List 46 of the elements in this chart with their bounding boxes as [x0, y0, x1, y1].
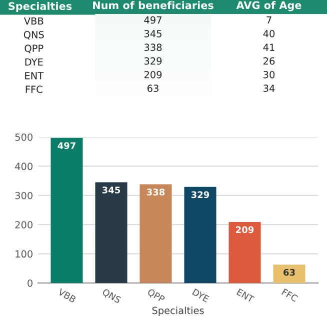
y-tick-label: 500	[15, 133, 32, 141]
data-label: 41	[263, 44, 274, 51]
x-axis-title: Specialties	[152, 306, 204, 316]
y-tick-label: ENT	[25, 72, 44, 80]
bar	[95, 182, 128, 283]
y-tick-label: FFC	[26, 86, 42, 93]
data-label: 329	[191, 191, 210, 198]
y-tick-label: DYE	[25, 58, 43, 66]
x-tick-label: ENT	[236, 288, 255, 303]
y-tick-label: 300	[15, 192, 32, 200]
bar	[273, 264, 306, 283]
x-tick-label: AVG of Age	[236, 1, 302, 12]
data-label: 34	[264, 84, 275, 92]
y-tick-label: 200	[15, 221, 32, 228]
bar	[50, 138, 83, 283]
data-label: 209	[236, 226, 254, 234]
data-label: 338	[144, 44, 162, 51]
bar	[184, 186, 216, 283]
y-tick-label: 400	[15, 162, 32, 170]
data-label: 345	[102, 186, 120, 194]
data-label: 40	[263, 30, 275, 38]
x-tick-label: FFC	[281, 288, 298, 302]
x-tick-label: QPP	[146, 288, 166, 304]
data-label: 329	[144, 57, 162, 65]
x-tick-label: Num of beneficiaries	[93, 1, 214, 10]
data-label: 30	[264, 70, 275, 78]
y-tick-label: 0	[28, 279, 32, 287]
data-label: 345	[144, 30, 162, 38]
data-label: 497	[144, 16, 162, 24]
data-label: 497	[58, 142, 76, 150]
data-label: 338	[146, 188, 165, 196]
y-tick-label: 100	[16, 250, 32, 258]
bar	[228, 222, 261, 283]
bar	[140, 184, 172, 283]
y-tick-label: QNS	[24, 30, 44, 40]
x-tick-label: VBB	[58, 288, 76, 303]
data-label: 26	[264, 57, 275, 65]
data-label: 63	[147, 84, 158, 92]
data-label: 209	[144, 70, 162, 78]
x-tick-label: DYE	[192, 288, 210, 302]
data-label: 63	[284, 268, 295, 276]
y-axis-title: Specialties	[8, 2, 72, 12]
x-tick-label: QNS	[101, 288, 122, 304]
data-label: 7	[266, 16, 272, 24]
y-tick-label: QPP	[24, 44, 44, 54]
y-tick-label: VBB	[24, 17, 44, 25]
